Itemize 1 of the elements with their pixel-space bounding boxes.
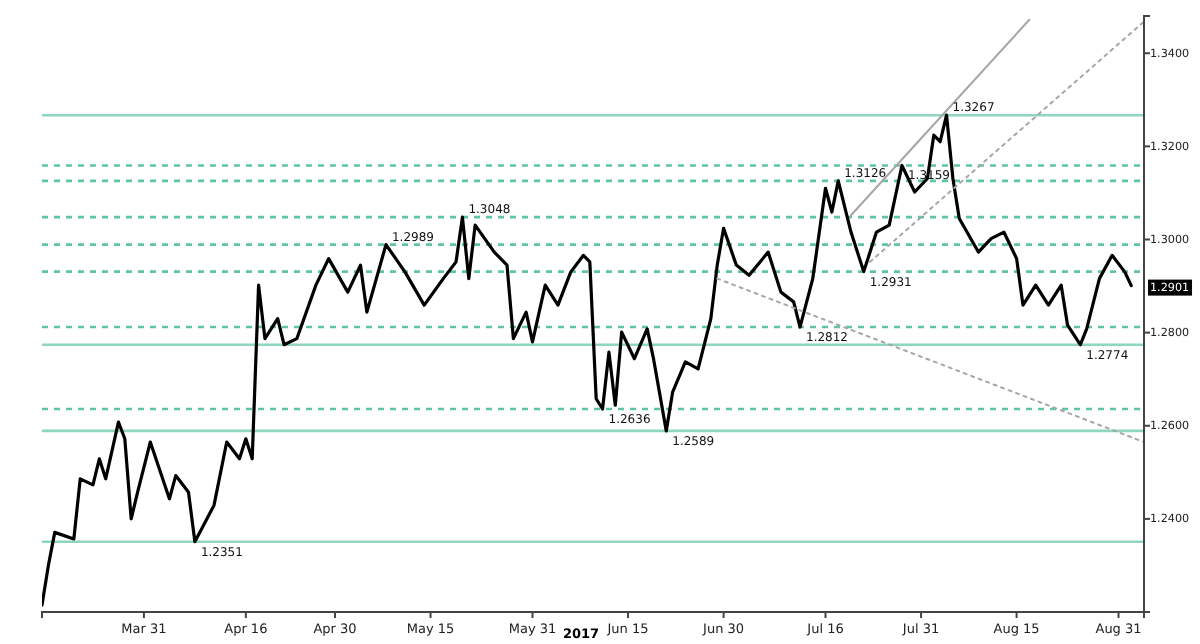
line-series [42,113,1133,607]
